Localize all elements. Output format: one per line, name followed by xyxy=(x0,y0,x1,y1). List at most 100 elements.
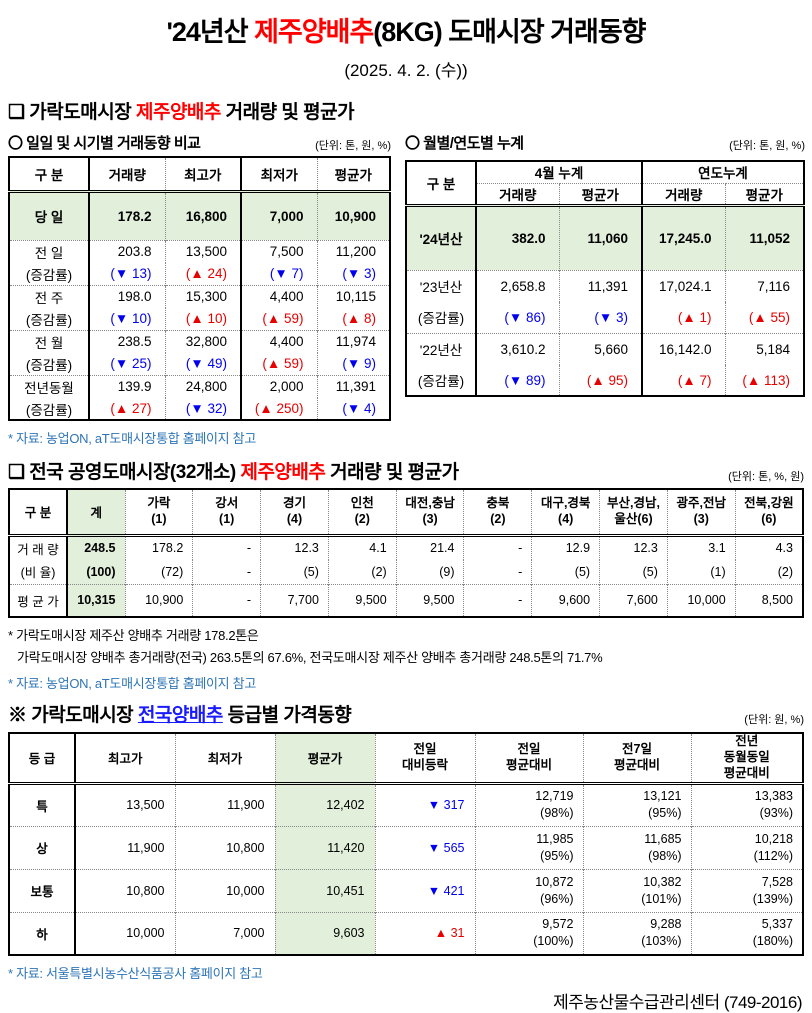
grade-row: 상 11,900 10,800 11,420 ▼ 565 11,985 (95%… xyxy=(9,825,803,869)
change-cell: (▼ 25) xyxy=(89,353,166,375)
value-cell: 4.1 xyxy=(328,535,397,560)
change-cell: (▼ 3) xyxy=(559,302,643,333)
value-cell: 4,400 xyxy=(241,329,318,353)
ratio-cell: (5) xyxy=(599,560,668,584)
value-cell: 7,500 xyxy=(241,239,318,263)
daily-subtitle: 〇 일일 및 시기별 거래동향 비교 xyxy=(8,135,201,152)
value-cell: 10,000 xyxy=(667,583,736,617)
change-row: (증감률) (▲ 27) (▼ 32) (▲ 250) (▼ 4) xyxy=(9,398,390,420)
compare-cell: 12,719 (98%) xyxy=(475,783,584,826)
header-cell: 인천 (2) xyxy=(328,489,397,537)
value-cell: 7,116 xyxy=(725,269,804,302)
today-row: 당 일 178.2 16,800 7,000 10,900 xyxy=(9,191,390,240)
header-cell: 평균가 xyxy=(559,183,643,207)
label-cell: 당 일 xyxy=(9,191,90,240)
header-cell: 구 분 xyxy=(406,161,477,207)
current-season-row: '24년산 382.0 11,060 17,245.0 11,052 xyxy=(406,205,804,270)
grade-row: 보통 10,800 10,000 10,451 ▼ 421 10,872 (96… xyxy=(9,868,803,912)
header-cell: 전7일 평균대비 xyxy=(583,733,692,785)
daily-comparison-table: 구 분 거래량 최고가 최저가 평균가 당 일 178.2 16,800 7,0… xyxy=(8,156,391,421)
label-cell: '24년산 xyxy=(406,205,477,270)
value-cell: 238.5 xyxy=(89,329,166,353)
label-cell: 거 래 량 xyxy=(9,535,68,560)
change-cell: (▲ 113) xyxy=(742,372,790,388)
header-cell: 경기 (4) xyxy=(260,489,329,537)
header-cell: 평균가 xyxy=(725,183,804,207)
table-row: 전 주 198.0 15,300 4,400 10,115 xyxy=(9,284,390,308)
title-product-highlight: 제주양배추 xyxy=(254,17,374,47)
section2-note-2: 가락도매시장 양배추 총거래량(전국) 263.5톤의 67.6%, 전국도매시… xyxy=(17,650,603,665)
value-cell: 3,610.2 xyxy=(476,332,560,365)
value-cell: 7,600 xyxy=(599,583,668,617)
ratio-cell: (72) xyxy=(125,560,194,584)
change-cell: (▲ 10) xyxy=(165,308,242,330)
value-cell: 8,500 xyxy=(735,583,803,617)
value-cell: 5,660 xyxy=(559,332,643,365)
change-cell: (▲ 27) xyxy=(89,398,166,420)
value-cell: 11,420 xyxy=(275,825,376,869)
value-cell: 139.9 xyxy=(89,374,166,398)
value-cell: 2,658.8 xyxy=(476,269,560,302)
value-cell: 17,245.0 xyxy=(642,205,726,270)
title-prefix: '24년산 xyxy=(166,17,255,47)
national-cabbage-link: 전국양배추 xyxy=(137,705,223,726)
compare-cell: 11,685 (98%) xyxy=(583,825,692,869)
value-cell: 9,500 xyxy=(328,583,397,617)
header-cell: 대구,경북 (4) xyxy=(531,489,601,537)
value-cell: 198.0 xyxy=(89,284,166,308)
value-cell: 11,200 xyxy=(317,239,390,263)
change-cell: ▼ 565 xyxy=(375,825,476,869)
section1-title: ❑ 가락도매시장 제주양배추 거래량 및 평균가 xyxy=(8,97,804,124)
cumulative-subhead-row: 〇 월별/연도별 누계 (단위: 톤, 원, %) xyxy=(405,132,805,153)
value-cell: 248.5 xyxy=(67,535,126,560)
value-cell: 5,184 xyxy=(725,332,804,365)
value-cell: 10,800 xyxy=(75,868,176,912)
label-cell: '23년산 xyxy=(406,269,477,302)
label-cell: (증감률) xyxy=(9,308,90,330)
change-cell: (▲ 1) xyxy=(642,302,726,333)
label-cell: (증감률) xyxy=(406,365,477,396)
average-price-row: 평 균 가 10,315 10,900 - 7,700 9,500 9,500 … xyxy=(9,583,803,617)
header-cell: 거래량 xyxy=(642,183,726,207)
change-cell: (▼ 89) xyxy=(476,365,560,396)
change-cell: (▼ 10) xyxy=(89,308,166,330)
daily-comparison-panel: 〇 일일 및 시기별 거래동향 비교 (단위: 톤, 원, %) 구 분 거래량… xyxy=(8,126,391,421)
value-cell: - xyxy=(192,583,262,617)
nationwide-market-table: 구 분 계 가락 (1) 강서 (1) 경기 (4) 인천 (2) 대전,충남 … xyxy=(8,488,804,618)
value-cell: 9,600 xyxy=(531,583,601,617)
change-cell: (▲ 8) xyxy=(342,311,376,327)
value-cell: 12.9 xyxy=(531,535,601,560)
section2-note-1: * 가락도매시장 제주산 양배추 거래량 178.2톤은 xyxy=(8,628,259,643)
value-cell: 4.3 xyxy=(775,541,793,556)
section2-unit-label: (단위: 톤, %, 원) xyxy=(728,471,804,483)
change-cell: (▲ 7) xyxy=(642,365,726,396)
value-cell: 382.0 xyxy=(476,205,560,270)
header-cell: 최저가 xyxy=(241,157,318,193)
value-cell: 17,024.1 xyxy=(642,269,726,302)
table-row: 전 일 203.8 13,500 7,500 11,200 xyxy=(9,239,390,263)
section2-title: ❑ 전국 공영도매시장(32개소) 제주양배추 거래량 및 평균가 (단위: 톤… xyxy=(8,457,804,484)
header-cell: 거래량 xyxy=(476,183,560,207)
value-cell: 12,402 xyxy=(275,783,376,826)
section3-title-text: ※ 가락도매시장 전국양배추 등급별 가격동향 xyxy=(8,705,352,726)
label-cell: '22년산 xyxy=(406,332,477,365)
header-cell: 전년 동월동일 평균대비 xyxy=(691,733,803,785)
ratio-cell: (1) xyxy=(667,560,736,584)
table-header-row: 구 분 거래량 최고가 최저가 평균가 xyxy=(9,157,390,193)
label-cell: (비 율) xyxy=(9,560,68,584)
value-cell: 13,500 xyxy=(75,783,176,826)
header-cell: 충북 (2) xyxy=(463,489,533,537)
change-cell: (▼ 9) xyxy=(342,356,376,372)
header-cell: 전북,강원 (6) xyxy=(735,489,803,537)
label-cell: 평 균 가 xyxy=(9,583,68,617)
value-cell: - xyxy=(463,583,533,617)
compare-cell: 10,218 (112%) xyxy=(691,825,803,869)
section3-title: ※ 가락도매시장 전국양배추 등급별 가격동향 (단위: 원, %) xyxy=(8,700,804,727)
header-cell: 최고가 xyxy=(165,157,242,193)
change-cell: (▼ 3) xyxy=(342,266,376,282)
section1-source-note: * 자료: 농업ON, aT도매시장통합 홈페이지 참고 xyxy=(8,431,256,446)
table-header-row: 구 분 계 가락 (1) 강서 (1) 경기 (4) 인천 (2) 대전,충남 … xyxy=(9,489,803,537)
value-cell: 10,115 xyxy=(317,284,390,308)
value-cell: 11,052 xyxy=(725,205,804,270)
daily-subhead-row: 〇 일일 및 시기별 거래동향 비교 (단위: 톤, 원, %) xyxy=(8,132,391,153)
